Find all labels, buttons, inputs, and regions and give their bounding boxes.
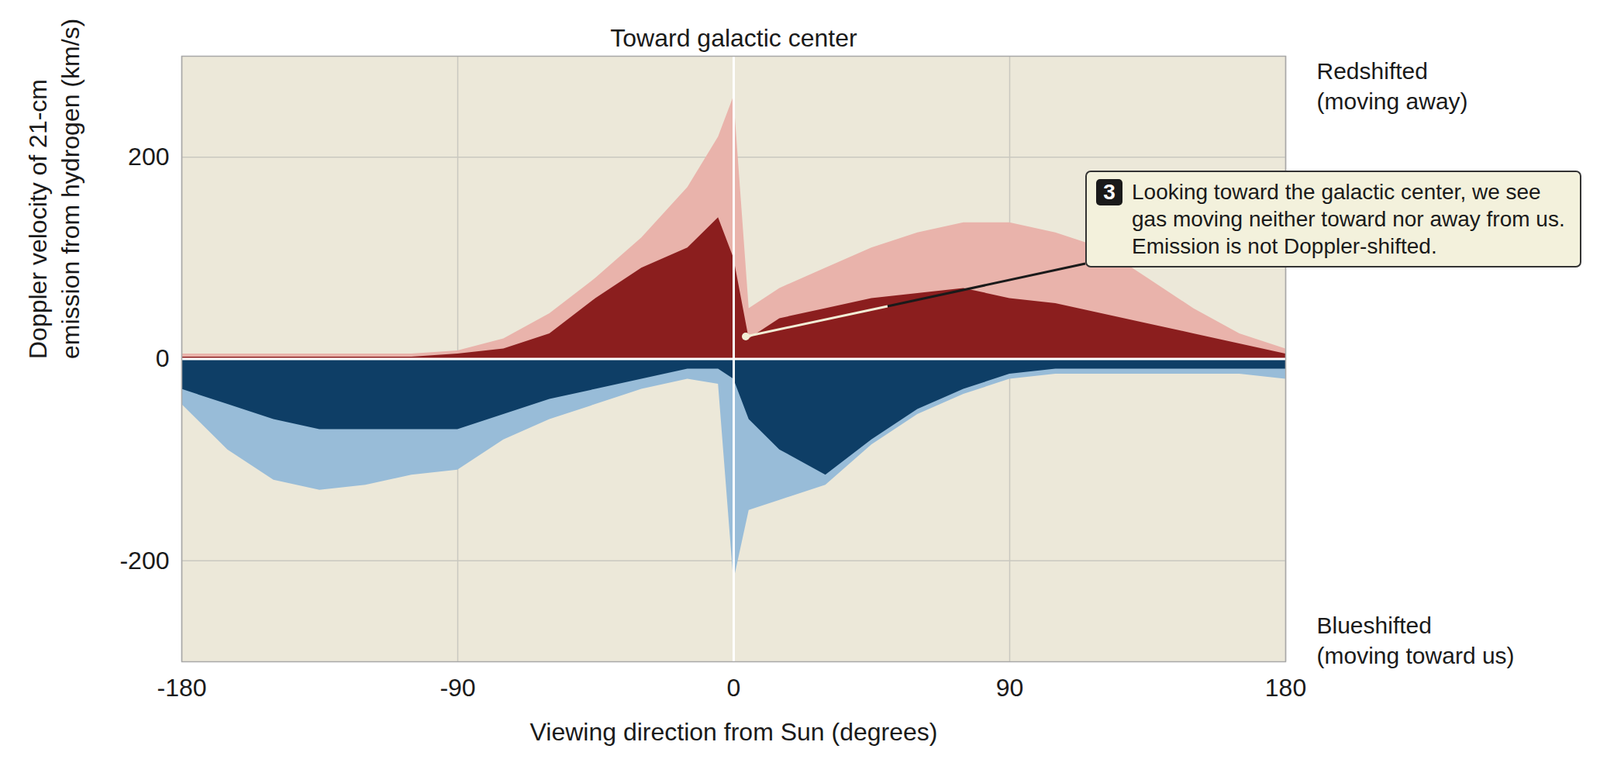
svg-text:200: 200 <box>127 142 169 171</box>
svg-text:Viewing direction from Sun (de: Viewing direction from Sun (degrees) <box>530 717 938 746</box>
svg-text:Blueshifted(moving toward us): Blueshifted(moving toward us) <box>1317 612 1515 669</box>
svg-text:Redshifted(moving away): Redshifted(moving away) <box>1317 58 1469 114</box>
svg-text:Doppler velocity of 21-cmemiss: Doppler velocity of 21-cmemission from h… <box>24 18 85 359</box>
svg-text:-90: -90 <box>439 673 476 702</box>
svg-text:0: 0 <box>155 344 170 373</box>
svg-text:-200: -200 <box>119 546 169 575</box>
svg-text:90: 90 <box>996 673 1025 702</box>
html-text:Looking toward the galactic ce: Looking toward the galactic center, we s… <box>1131 179 1565 259</box>
svg-text:180: 180 <box>1265 673 1307 702</box>
html-text:3: 3 <box>1103 179 1116 204</box>
svg-text:-180: -180 <box>156 673 207 702</box>
svg-text:Toward galactic center: Toward galactic center <box>610 24 858 52</box>
svg-text:0: 0 <box>727 673 742 702</box>
